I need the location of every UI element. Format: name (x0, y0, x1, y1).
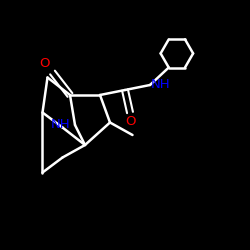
Text: NH: NH (50, 118, 70, 132)
Text: O: O (40, 57, 50, 70)
Text: O: O (125, 115, 135, 128)
Text: NH: NH (151, 78, 171, 92)
